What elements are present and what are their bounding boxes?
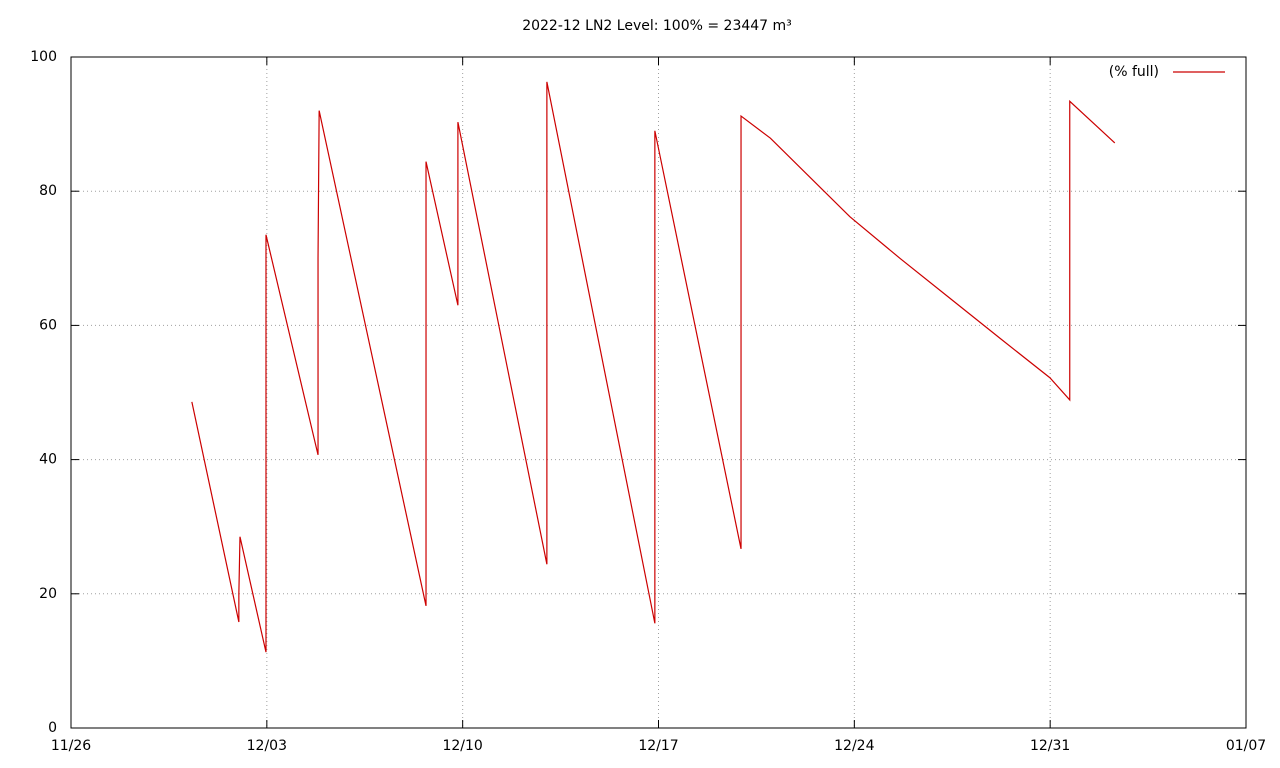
x-tick-label: 12/17 <box>638 738 678 754</box>
x-tick-label: 12/31 <box>1030 738 1070 754</box>
chart-title: 2022-12 LN2 Level: 100% = 23447 m³ <box>522 18 792 34</box>
y-tick-label: 60 <box>39 317 57 333</box>
y-tick-label: 100 <box>30 49 57 65</box>
x-tick-label: 12/03 <box>247 738 287 754</box>
y-tick-label: 0 <box>48 720 57 736</box>
y-tick-label: 80 <box>39 183 57 199</box>
y-tick-label: 40 <box>39 452 57 468</box>
x-tick-label: 12/24 <box>834 738 874 754</box>
y-tick-label: 20 <box>39 586 57 602</box>
x-tick-label: 12/10 <box>442 738 482 754</box>
plot-frame <box>70 56 1247 729</box>
data-line <box>191 81 1116 653</box>
x-tick-label: 01/07 <box>1226 738 1266 754</box>
legend-label: (% full) <box>1109 64 1159 80</box>
x-tick-label: 11/26 <box>51 738 91 754</box>
